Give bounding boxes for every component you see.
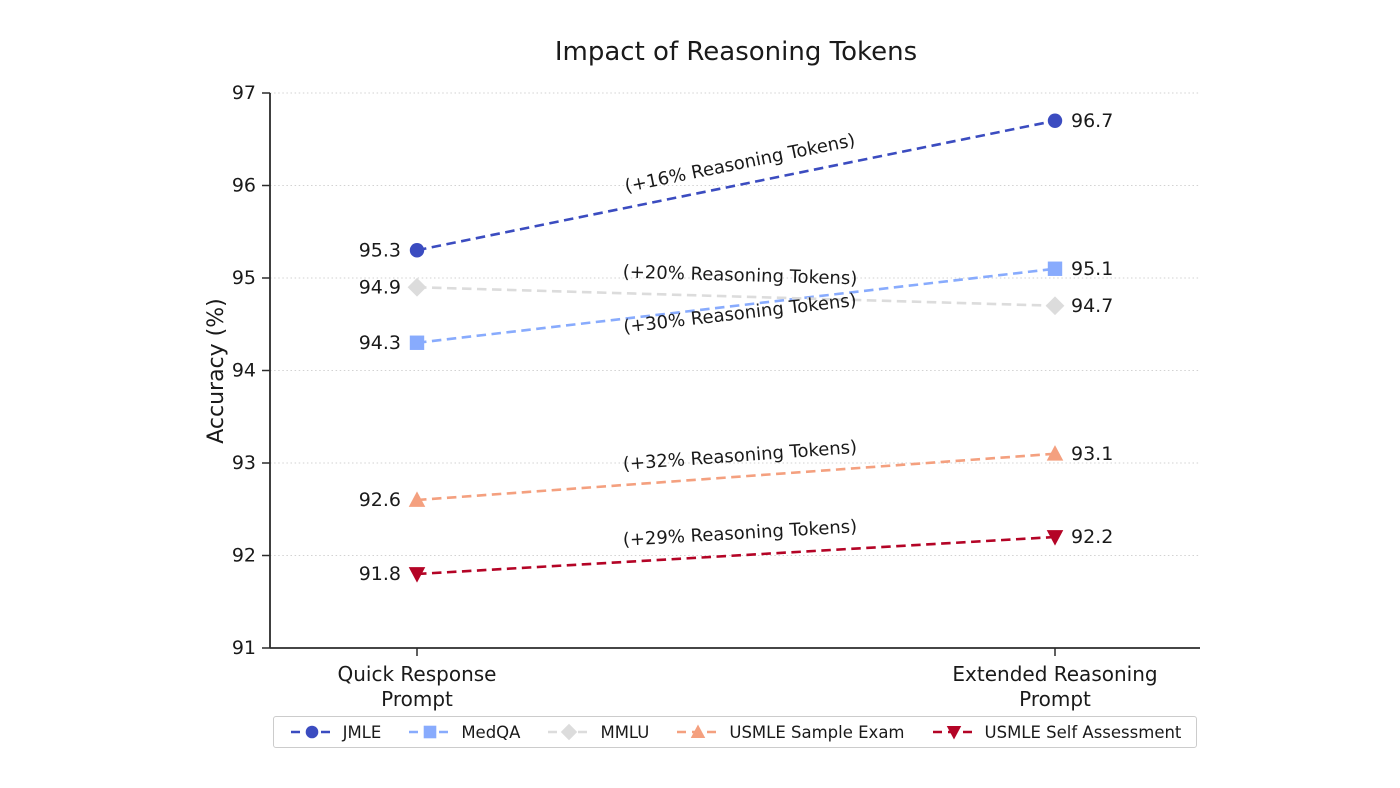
data-point [408,491,426,507]
point-value-label: 91.8 [359,563,401,585]
point-value-label: 95.3 [359,239,401,261]
y-tick-label: 97 [232,82,256,104]
series-line [416,452,1056,502]
reasoning-tokens-annotation: (+32% Reasoning Tokens) [622,437,858,475]
legend: JMLE MedQA MMLU USMLE Sample Exam USMLE Self… [270,716,1200,748]
legend-item: MedQA [407,722,520,742]
triangle-down-legend-marker-icon [932,726,975,740]
legend-marker [561,723,578,741]
reasoning-tokens-annotation: (+16% Reasoning Tokens) [623,130,857,197]
legend-label: MedQA [461,722,521,742]
data-point [1046,530,1064,546]
y-tick-label: 93 [232,452,256,474]
triangle-up-legend-marker-icon [677,724,720,738]
reasoning-tokens-annotation: (+29% Reasoning Tokens) [622,516,857,551]
data-point [1046,445,1064,461]
point-value-label: 96.7 [1071,110,1113,132]
legend-label: MMLU [600,722,650,742]
legend-marker [691,724,706,738]
x-tick-label: Extended Reasoning Prompt [952,662,1157,711]
legend-item: MMLU [546,722,649,742]
y-tick-label: 94 [232,360,256,382]
square-legend-marker-icon [409,725,452,739]
y-axis-label: Accuracy (%) [204,298,229,444]
data-point [408,567,426,583]
legend-box: JMLE MedQA MMLU USMLE Sample Exam USMLE Self… [272,716,1198,748]
circle-legend-marker-icon [290,725,333,739]
point-value-label: 94.7 [1071,295,1113,317]
legend-item: USMLE Sample Exam [675,722,905,742]
data-point [409,335,425,350]
legend-item: JMLE [289,722,382,742]
point-value-label: 92.2 [1071,526,1113,548]
legend-item: USMLE Self Assessment [931,722,1182,742]
reasoning-tokens-annotation: (+20% Reasoning Tokens) [622,262,857,290]
point-value-label: 93.1 [1071,443,1113,465]
data-point [1047,261,1063,276]
legend-marker [305,725,318,739]
gridlines [270,92,1200,556]
series-line [416,535,1056,576]
point-value-labels: 95.3 96.7 94.3 95.1 94.9 94.7 92.6 93.1 91.8 92.2 [359,110,1114,585]
series-line [416,267,1056,345]
x-tick-label: Quick Response Prompt [338,662,497,711]
y-tick-label: 91 [232,637,256,659]
data-point [1047,113,1063,128]
series-line [416,285,1056,308]
y-tick-label: 92 [232,545,256,567]
point-value-label: 94.9 [359,276,401,298]
diamond-legend-marker-icon [548,723,591,741]
axes: 91 92 93 94 95 96 97 Quick Response Prompt Extend… [232,82,1200,711]
data-point [409,243,425,258]
legend-marker [946,726,961,740]
legend-marker [424,725,437,739]
y-tick-label: 95 [232,267,256,289]
point-value-label: 94.3 [359,332,401,354]
point-value-label: 95.1 [1071,258,1113,280]
series-lines [407,113,1065,583]
legend-label: USMLE Sample Exam [729,722,905,742]
y-tick-label: 96 [232,175,256,197]
legend-label: JMLE [342,722,382,742]
point-value-label: 92.6 [359,489,401,511]
data-point [407,277,427,297]
legend-label: USMLE Self Assessment [984,722,1182,742]
line-annotations: (+16% Reasoning Tokens)(+30% Reasoning T… [622,130,858,551]
chart-title: Impact of Reasoning Tokens [555,37,917,67]
series-line [416,119,1056,252]
data-point [1045,296,1065,316]
